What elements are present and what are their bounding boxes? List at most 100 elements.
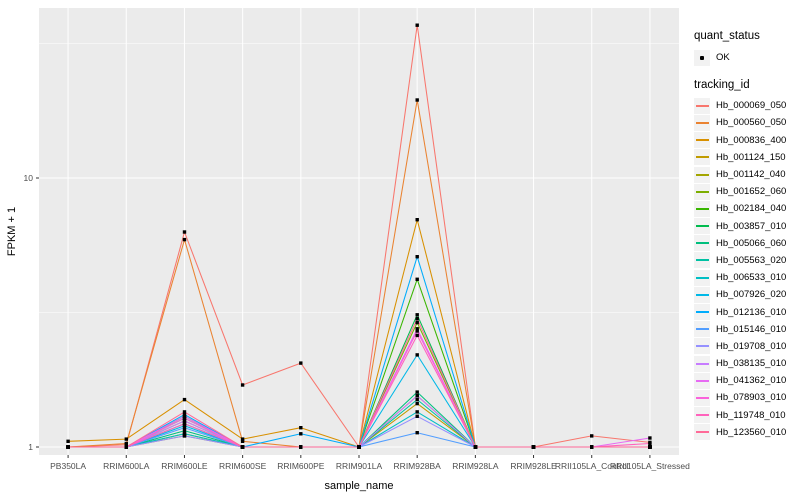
- legend-item-Hb_001124_150: Hb_001124_150: [694, 149, 798, 166]
- legend-key-box: [694, 372, 710, 389]
- x-tick-label: RRIM600PE: [277, 461, 325, 471]
- legend-title-quant-status: quant_status: [694, 30, 760, 42]
- legend-item-Hb_002184_040: Hb_002184_040: [694, 200, 798, 217]
- legend-item-Hb_000836_400: Hb_000836_400: [694, 132, 798, 149]
- data-point: [182, 432, 187, 436]
- legend-item-label: Hb_012136_010: [716, 306, 787, 318]
- x-axis-title: sample_name: [324, 480, 393, 492]
- data-point: [182, 410, 187, 414]
- data-point: [415, 218, 419, 222]
- data-point: [182, 416, 187, 420]
- legend-item-Hb_119748_010: Hb_119748_010: [694, 407, 798, 424]
- legend-line-swatch: [695, 396, 709, 399]
- data-point: [415, 23, 419, 27]
- data-point: [240, 445, 245, 449]
- data-point: [531, 445, 536, 449]
- data-point: [415, 353, 419, 357]
- legend-line-swatch: [695, 104, 709, 107]
- data-point: [415, 410, 419, 414]
- legend-line-swatch: [695, 362, 709, 365]
- x-tick-label: PB350LA: [50, 461, 86, 471]
- legend-key-box: [694, 286, 710, 303]
- data-point: [415, 313, 419, 317]
- data-point: [415, 333, 419, 338]
- legend-item-Hb_038135_010: Hb_038135_010: [694, 355, 798, 372]
- legend-item-Hb_123560_010: Hb_123560_010: [694, 424, 798, 441]
- data-point: [299, 426, 303, 430]
- legend-item-Hb_000069_050: Hb_000069_050: [694, 97, 798, 114]
- legend-line-swatch: [695, 431, 709, 434]
- legend-item-label: Hb_003857_010: [716, 220, 787, 232]
- legend-item-Hb_005066_060: Hb_005066_060: [694, 235, 798, 252]
- y-tick-label: 10: [24, 173, 34, 183]
- legend-item-label: Hb_001142_040: [716, 169, 786, 181]
- data-point: [415, 255, 419, 259]
- legend-line-swatch: [695, 379, 709, 382]
- legend-item-Hb_001652_060: Hb_001652_060: [694, 183, 798, 200]
- data-point: [182, 426, 187, 430]
- data-point: [182, 424, 187, 428]
- legend-item-ok: OK: [694, 49, 798, 66]
- legend-item-label: Hb_000069_050: [716, 100, 787, 112]
- legend-item-label: Hb_041362_010: [716, 375, 787, 387]
- legend-item-label: Hb_007926_020: [716, 289, 787, 301]
- legend: quant_status OK tracking_id Hb_000069_05…: [694, 30, 798, 441]
- legend-line-swatch: [695, 276, 709, 279]
- legend-key-box: [694, 321, 710, 338]
- legend-key-box: [694, 166, 710, 183]
- legend-line-swatch: [695, 190, 709, 193]
- data-point: [415, 277, 419, 281]
- data-point: [415, 320, 419, 325]
- x-tick-label: RRIM600LE: [161, 461, 208, 471]
- data-point: [415, 414, 419, 418]
- data-point: [648, 441, 652, 446]
- data-point: [415, 390, 419, 394]
- legend-key-box: [694, 218, 710, 235]
- data-point: [415, 394, 419, 398]
- legend-item-Hb_012136_010: Hb_012136_010: [694, 303, 798, 321]
- legend-key-box: [694, 49, 710, 66]
- data-point: [590, 445, 594, 449]
- x-tick-label: RRII105LA_Control: [555, 461, 629, 471]
- y-tick-label: 1: [28, 442, 33, 452]
- x-tick-label: RRII105LA_Stressed: [610, 461, 690, 471]
- legend-item-label: Hb_123560_010: [716, 426, 787, 438]
- legend-line-swatch: [695, 207, 709, 210]
- data-point: [182, 419, 187, 423]
- legend-key-box: [694, 235, 710, 252]
- data-point: [648, 445, 652, 449]
- data-point: [590, 434, 594, 438]
- legend-line-swatch: [695, 328, 709, 331]
- ok-point-icon: [700, 55, 704, 60]
- legend-title-tracking-id: tracking_id: [694, 79, 750, 92]
- legend-item-label: OK: [716, 52, 730, 64]
- data-point: [66, 439, 70, 443]
- legend-item-label: Hb_006533_010: [716, 272, 787, 284]
- tracking-id-legend-list: Hb_000069_050 Hb_000560_050 Hb_000836_400 H…: [694, 97, 798, 441]
- data-point: [240, 439, 245, 443]
- legend-line-swatch: [695, 414, 709, 417]
- legend-line-swatch: [695, 311, 709, 314]
- legend-item-Hb_078903_010: Hb_078903_010: [694, 389, 798, 406]
- data-point: [124, 441, 128, 446]
- legend-line-swatch: [695, 259, 709, 262]
- x-tick-label: RRIM928LE: [510, 461, 557, 471]
- legend-item-Hb_019708_010: Hb_019708_010: [694, 338, 798, 355]
- data-point: [182, 237, 187, 242]
- legend-line-swatch: [695, 293, 709, 296]
- legend-key-box: [694, 183, 710, 200]
- data-point: [182, 230, 187, 234]
- legend-item-Hb_000560_050: Hb_000560_050: [694, 114, 798, 131]
- data-point: [182, 434, 187, 438]
- legend-item-label: Hb_015146_010: [716, 323, 787, 335]
- legend-key-box: [694, 389, 710, 406]
- legend-key-box: [694, 424, 710, 441]
- legend-item-Hb_041362_010: Hb_041362_010: [694, 372, 798, 389]
- y-axis-title: FPKM + 1: [6, 207, 18, 256]
- x-tick-label: RRIM600LA: [103, 461, 150, 471]
- legend-key-box: [694, 149, 710, 166]
- data-point: [299, 361, 303, 365]
- data-point: [182, 412, 187, 417]
- legend-item-label: Hb_119748_010: [716, 409, 786, 421]
